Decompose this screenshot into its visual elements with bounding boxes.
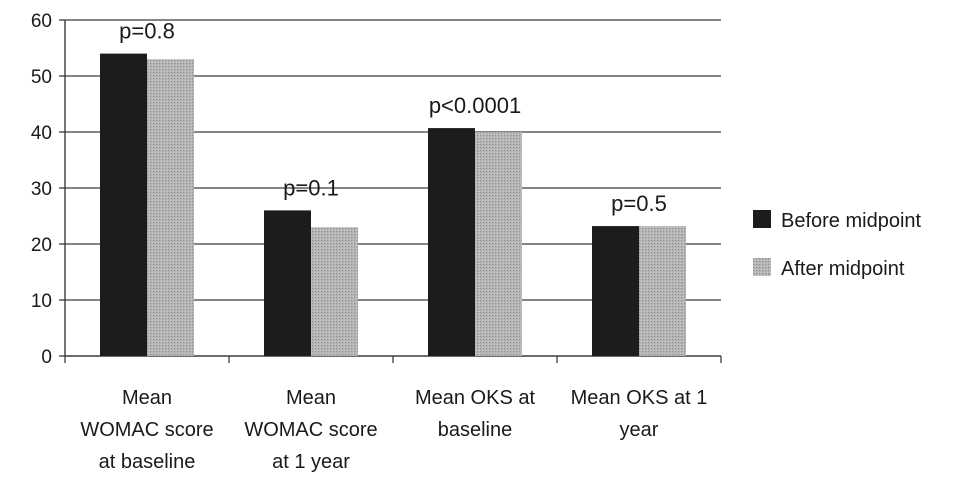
y-tick-label: 60 bbox=[31, 11, 52, 32]
x-category-label: Mean bbox=[286, 387, 336, 409]
x-category-label: at 1 year bbox=[272, 451, 350, 473]
labels: 0 10 20 30 40 50 60 p=0.8 Mean WOMAC score at base… bbox=[31, 11, 708, 473]
bar-after-3 bbox=[639, 226, 686, 356]
legend-swatch-after bbox=[753, 258, 771, 276]
x-category-label: Mean OKS at bbox=[415, 387, 536, 409]
p-value-label: p=0.1 bbox=[283, 175, 339, 200]
y-tick-label: 10 bbox=[31, 291, 52, 312]
legend: Before midpoint After midpoint bbox=[753, 210, 922, 280]
bar-after-0 bbox=[147, 59, 194, 356]
legend-label: After midpoint bbox=[781, 258, 905, 280]
p-value-label: p=0.5 bbox=[611, 191, 667, 216]
legend-swatch-before bbox=[753, 210, 771, 228]
y-tick-label: 0 bbox=[41, 347, 52, 368]
x-category-label: baseline bbox=[438, 419, 513, 441]
bar-before-0 bbox=[100, 53, 147, 356]
y-tick-label: 40 bbox=[31, 123, 52, 144]
x-category-label: Mean OKS at 1 bbox=[571, 387, 708, 409]
bar-before-2 bbox=[428, 128, 475, 356]
x-category-label: at baseline bbox=[99, 451, 196, 473]
p-value-label: p<0.0001 bbox=[429, 93, 521, 118]
p-value-label: p=0.8 bbox=[119, 19, 175, 44]
bar-after-1 bbox=[311, 227, 358, 356]
bars bbox=[100, 53, 686, 356]
bar-after-2 bbox=[475, 132, 522, 356]
x-category-label: WOMAC score bbox=[244, 419, 377, 441]
y-tick-label: 30 bbox=[31, 179, 52, 200]
x-category-label: year bbox=[620, 419, 659, 441]
bar-before-3 bbox=[592, 226, 639, 356]
bar-before-1 bbox=[264, 210, 311, 356]
y-tick-label: 50 bbox=[31, 67, 52, 88]
x-category-label: WOMAC score bbox=[80, 419, 213, 441]
legend-label: Before midpoint bbox=[781, 210, 922, 232]
x-category-label: Mean bbox=[122, 387, 172, 409]
y-tick-label: 20 bbox=[31, 235, 52, 256]
